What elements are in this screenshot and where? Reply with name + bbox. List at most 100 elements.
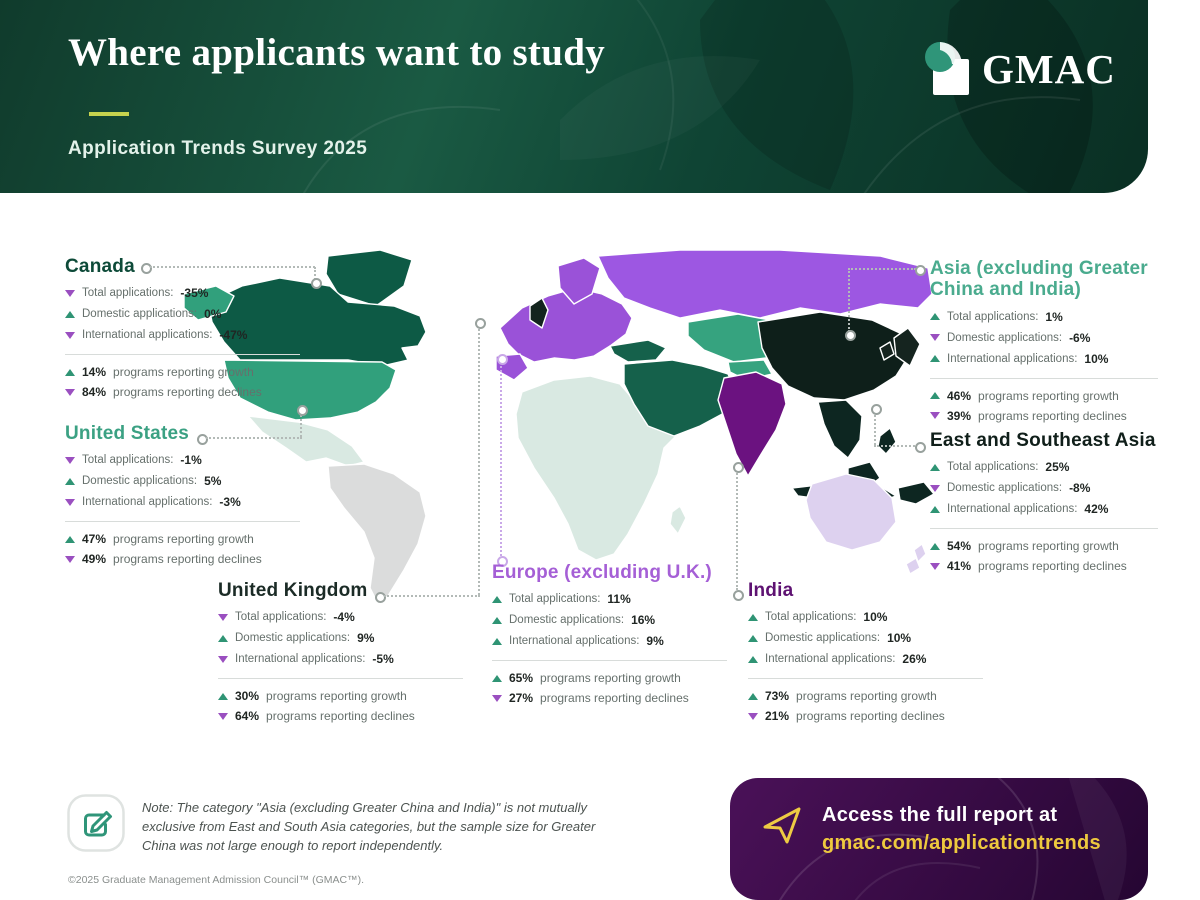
connector-canada-dot: [141, 263, 152, 274]
down-arrow-icon: [492, 694, 502, 702]
up-arrow-icon: [930, 542, 940, 550]
map-region-russia: [597, 249, 933, 319]
program-row: 27% programs reporting declines: [492, 691, 727, 705]
program-row: 30% programs reporting growth: [218, 689, 463, 703]
map-region-united-kingdom: [529, 297, 549, 329]
map-region-turkey: [609, 339, 667, 363]
down-arrow-icon: [65, 331, 75, 339]
region-stats: Total applications: 10% Domestic applicati…: [748, 610, 983, 666]
connector-asia-map-dot: [845, 330, 856, 341]
divider: [748, 678, 983, 680]
title-accent-underline: [89, 112, 129, 116]
down-arrow-icon: [930, 562, 940, 570]
stat-row: Domestic applications: 16%: [492, 613, 727, 627]
up-arrow-icon: [930, 355, 940, 363]
region-stats: Total applications: -4% Domestic applicati…: [218, 610, 463, 666]
down-arrow-icon: [930, 412, 940, 420]
up-arrow-icon: [748, 634, 758, 642]
up-arrow-icon: [492, 674, 502, 682]
divider: [65, 521, 300, 523]
down-arrow-icon: [65, 498, 75, 506]
connector-europe-line: [500, 362, 502, 556]
region-title: Asia (excluding Greater China and India): [930, 258, 1148, 301]
up-arrow-icon: [65, 368, 75, 376]
connector-asia-dot: [915, 265, 926, 276]
connector-canada-line: [150, 266, 315, 268]
map-region-new-guinea: [897, 481, 935, 505]
connector-india-map-dot: [733, 462, 744, 473]
region-stats: Total applications: 1% Domestic applicatio…: [930, 310, 1158, 366]
stat-row: Total applications: 1%: [930, 310, 1158, 324]
cta-banner[interactable]: Access the full report at gmac.com/appli…: [730, 778, 1148, 900]
up-arrow-icon: [930, 505, 940, 513]
stat-row: International applications: -47%: [65, 328, 300, 342]
up-arrow-icon: [492, 595, 502, 603]
region-title: Europe (excluding U.K.): [492, 562, 712, 583]
up-arrow-icon: [748, 692, 758, 700]
cta-text: Access the full report at: [822, 804, 1058, 826]
program-row: 47% programs reporting growth: [65, 532, 300, 546]
header-banner: Where applicants want to study Applicati…: [0, 0, 1148, 193]
connector-india-line: [736, 470, 738, 590]
program-row: 54% programs reporting growth: [930, 539, 1158, 553]
up-arrow-icon: [218, 692, 228, 700]
note-text: Note: The category "Asia (excluding Grea…: [142, 800, 596, 853]
up-arrow-icon: [492, 616, 502, 624]
divider: [218, 678, 463, 680]
program-row: 14% programs reporting growth: [65, 365, 300, 379]
stat-row: International applications: 10%: [930, 352, 1158, 366]
map-region-china: [757, 311, 911, 401]
connector-canada-map-dot: [311, 278, 322, 289]
map-region-japan: [893, 327, 921, 367]
region-programs: 65% programs reporting growth 27% programs …: [492, 671, 727, 705]
up-arrow-icon: [930, 392, 940, 400]
region-stats: Total applications: 25% Domestic applicati…: [930, 460, 1158, 516]
region-card-united-states: United States Total applications: -1% Dome…: [65, 423, 300, 572]
connector-esea-dot: [915, 442, 926, 453]
program-row: 64% programs reporting declines: [218, 709, 463, 723]
region-stats: Total applications: -35% Domestic applicat…: [65, 286, 300, 342]
map-region-alaska: [183, 285, 235, 321]
down-arrow-icon: [65, 555, 75, 563]
stat-row: Domestic applications: 0%: [65, 307, 300, 321]
copyright-text: ©2025 Graduate Management Admission Coun…: [68, 874, 365, 886]
program-row: 65% programs reporting growth: [492, 671, 727, 685]
connector-us-dot: [197, 434, 208, 445]
stat-row: International applications: -3%: [65, 495, 300, 509]
stat-row: Domestic applications: 9%: [218, 631, 463, 645]
program-row: 49% programs reporting declines: [65, 552, 300, 566]
region-title: India: [748, 580, 794, 601]
region-card-asia: Asia (excluding Greater China and India)…: [930, 258, 1158, 429]
program-row: 84% programs reporting declines: [65, 385, 300, 399]
map-region-new-zealand-south: [905, 557, 921, 575]
up-arrow-icon: [748, 613, 758, 621]
down-arrow-icon: [65, 289, 75, 297]
divider: [65, 354, 300, 356]
region-programs: 73% programs reporting growth 21% programs …: [748, 689, 983, 723]
stat-row: International applications: 42%: [930, 502, 1158, 516]
stat-row: International applications: 9%: [492, 634, 727, 648]
down-arrow-icon: [748, 712, 758, 720]
connector-canada-drop: [314, 267, 316, 280]
up-arrow-icon: [65, 535, 75, 543]
region-programs: 30% programs reporting growth 64% programs …: [218, 689, 463, 723]
down-arrow-icon: [65, 456, 75, 464]
connector-europe-map-dot: [497, 354, 508, 365]
down-arrow-icon: [218, 655, 228, 663]
divider: [930, 528, 1158, 530]
region-programs: 54% programs reporting growth 41% programs …: [930, 539, 1158, 573]
region-card-india: India Total applications: 10% Domestic app…: [748, 580, 983, 729]
connector-europe-dot: [497, 556, 508, 567]
down-arrow-icon: [218, 613, 228, 621]
connector-uk-map-dot: [475, 318, 486, 329]
connector-esea-line: [874, 445, 918, 447]
program-row: 46% programs reporting growth: [930, 389, 1158, 403]
divider: [930, 377, 1158, 379]
connector-us-drop: [300, 412, 302, 437]
gmac-logo-mark-icon: [925, 42, 969, 95]
stat-row: Total applications: -1%: [65, 453, 300, 467]
region-card-united-kingdom: United Kingdom Total applications: -4% Dom…: [218, 580, 463, 729]
map-region-africa: [515, 375, 679, 561]
region-card-europe: Europe (excluding U.K.) Total applicatio…: [492, 562, 727, 711]
cta-link[interactable]: gmac.com/applicationtrends: [822, 832, 1101, 854]
